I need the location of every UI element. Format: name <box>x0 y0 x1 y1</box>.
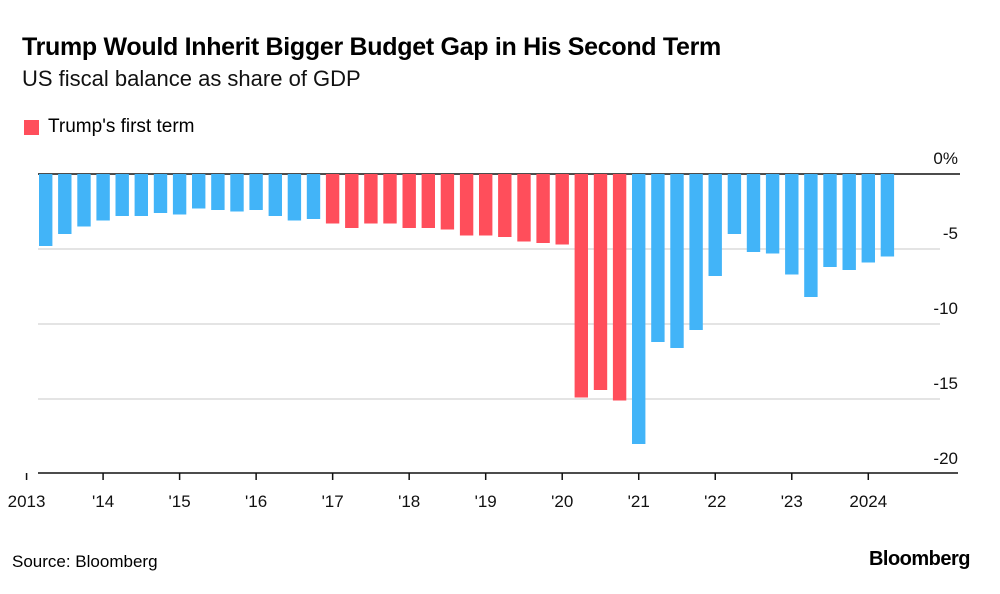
bar-2022Q1 <box>708 174 722 276</box>
bar-2023Q3 <box>823 174 837 267</box>
bar-2018Q4 <box>459 174 474 236</box>
y-tick-label: -20 <box>933 449 958 468</box>
x-tick-label: '18 <box>398 492 420 511</box>
x-tick-label: '19 <box>475 492 497 511</box>
x-tick-label: '22 <box>704 492 726 511</box>
bar-2015Q4 <box>230 174 244 212</box>
bar-2017Q4 <box>383 174 397 224</box>
bars <box>39 174 895 444</box>
bar-2022Q4 <box>765 174 780 254</box>
bar-2018Q3 <box>440 174 455 230</box>
source-note: Source: Bloomberg <box>12 552 158 571</box>
bar-2015Q2 <box>192 174 206 209</box>
bar-2016Q1 <box>249 174 263 210</box>
bar-2013Q4 <box>77 174 91 227</box>
y-tick-label: -10 <box>933 299 958 318</box>
bar-2017Q1 <box>325 174 340 224</box>
x-tick-label: 2024 <box>849 492 887 511</box>
bar-2014Q2 <box>115 174 129 216</box>
x-tick-label: '17 <box>322 492 344 511</box>
bar-2015Q3 <box>211 174 225 210</box>
bar-2018Q1 <box>402 174 416 228</box>
bar-2014Q4 <box>153 174 168 213</box>
bar-2019Q1 <box>479 174 493 236</box>
bar-2022Q2 <box>727 174 742 234</box>
bar-2019Q3 <box>517 174 531 242</box>
x-tick-label: '20 <box>551 492 573 511</box>
bar-2024Q1 <box>861 174 875 263</box>
bar-2021Q1 <box>632 174 646 444</box>
legend-swatch-trump-first-term <box>24 119 39 135</box>
axes: 0% -5 -10 -15 -20 2013 '14 '15 '16 '17 '18 '19 '20 '2… <box>8 149 958 511</box>
y-tick-label: -5 <box>943 224 958 243</box>
bar-2019Q4 <box>536 174 550 243</box>
brand-logo: Bloomberg <box>868 548 971 570</box>
y-tick-label: -15 <box>933 374 958 393</box>
bar-2021Q3 <box>670 174 684 348</box>
bar-2016Q3 <box>287 174 302 221</box>
bar-2016Q4 <box>306 174 321 219</box>
bar-2020Q4 <box>612 174 627 401</box>
bar-2022Q3 <box>746 174 761 252</box>
bar-2020Q2 <box>574 174 588 398</box>
bar-2018Q2 <box>421 174 435 228</box>
x-tick-label: '15 <box>169 492 191 511</box>
bar-2014Q3 <box>134 174 148 216</box>
bar-2021Q2 <box>651 174 665 342</box>
bar-2014Q1 <box>96 174 110 221</box>
x-tick-label: 2013 <box>8 492 46 511</box>
x-tick-label: '14 <box>92 492 114 511</box>
chart-subtitle: US fiscal balance as share of GDP <box>22 66 361 91</box>
bar-2016Q2 <box>268 174 282 216</box>
bar-2021Q4 <box>689 174 703 330</box>
bar-2023Q2 <box>804 174 818 297</box>
x-tick-label: '23 <box>781 492 803 511</box>
bar-2017Q3 <box>364 174 378 224</box>
bar-2013Q2 <box>39 174 53 246</box>
x-tick-label: '21 <box>628 492 650 511</box>
bar-2015Q1 <box>172 174 187 215</box>
bar-2013Q3 <box>58 174 72 234</box>
bar-2023Q1 <box>785 174 799 275</box>
bar-2023Q4 <box>842 174 856 270</box>
bar-2020Q1 <box>555 174 569 245</box>
legend: Trump's first term <box>24 116 194 138</box>
bar-2019Q2 <box>498 174 512 237</box>
y-tick-label: 0% <box>933 149 958 168</box>
bar-2020Q3 <box>593 174 608 390</box>
chart-title: Trump Would Inherit Bigger Budget Gap in… <box>22 33 721 61</box>
bar-2024Q2 <box>880 174 895 257</box>
legend-label-trump-first-term: Trump's first term <box>48 116 195 137</box>
x-tick-label: '16 <box>245 492 267 511</box>
bar-2017Q2 <box>345 174 359 228</box>
